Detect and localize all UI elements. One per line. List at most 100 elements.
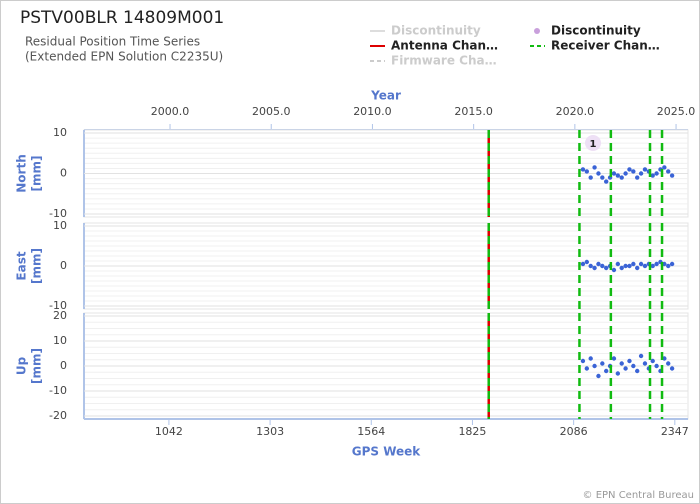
data-point	[604, 179, 609, 184]
data-point	[669, 366, 675, 371]
data-point	[654, 261, 659, 267]
data-point	[584, 169, 590, 174]
x-axis-title: GPS Week	[352, 445, 422, 459]
data-point	[619, 175, 624, 180]
y-tick-label: 20	[53, 309, 67, 322]
data-point	[592, 363, 597, 369]
y-axis-title: [mm]	[30, 248, 44, 284]
data-point	[600, 361, 605, 366]
data-point	[580, 261, 586, 267]
data-point	[631, 363, 636, 369]
legend-label: Antenna Chan…	[391, 39, 498, 53]
copyright: © EPN Central Bureau	[583, 490, 694, 501]
data-point	[635, 368, 640, 374]
x2-tick-label: 2010.0	[353, 105, 392, 118]
legend-label: Receiver Chan…	[551, 39, 660, 53]
data-point	[584, 366, 590, 371]
y-axis-title: East	[15, 251, 29, 280]
x2-axis-title: Year	[370, 89, 401, 103]
data-point	[666, 169, 671, 174]
x2-tick-label: 2015.0	[454, 105, 493, 118]
data-point	[666, 361, 671, 366]
y-tick-label: 0	[60, 359, 67, 372]
data-point	[615, 173, 621, 178]
data-point	[584, 259, 590, 265]
legend-label: Discontinuity	[391, 24, 481, 38]
data-point	[596, 261, 601, 267]
data-point	[650, 263, 655, 269]
data-point	[627, 358, 632, 364]
data-point	[638, 171, 644, 176]
discontinuity-marker	[585, 135, 602, 151]
y-tick-label: -10	[49, 299, 67, 312]
data-point	[588, 356, 593, 361]
discontinuity-label: 1	[590, 139, 597, 150]
data-point	[642, 263, 648, 269]
data-point	[604, 265, 609, 271]
data-point	[611, 356, 617, 361]
data-point	[635, 265, 640, 271]
y-axis-title: [mm]	[30, 156, 44, 192]
y-tick-label: 10	[53, 126, 67, 139]
data-point	[623, 171, 628, 176]
x-tick-label: 1042	[155, 425, 183, 438]
y-tick-label: -10	[49, 384, 67, 397]
data-point	[600, 263, 605, 269]
data-point	[631, 169, 636, 174]
data-point	[635, 175, 640, 180]
y-tick-label: 10	[53, 219, 67, 232]
x-tick-label: 1825	[458, 425, 486, 438]
data-point	[662, 165, 667, 170]
data-point	[611, 171, 617, 176]
data-point	[592, 265, 597, 271]
data-point	[623, 366, 628, 371]
data-point	[650, 358, 655, 364]
subtitle: Residual Position Time Series	[25, 35, 200, 49]
y-tick-label: 10	[53, 334, 67, 347]
y-tick-label: -10	[49, 207, 67, 220]
legend-label: Discontinuity	[551, 24, 641, 38]
data-point	[650, 173, 655, 178]
data-point	[611, 267, 617, 273]
x2-tick-label: 2005.0	[252, 105, 291, 118]
x-tick-label: 2086	[560, 425, 588, 438]
y-axis-title: [mm]	[30, 348, 44, 384]
x2-tick-label: 2000.0	[151, 105, 190, 118]
data-point	[615, 261, 621, 267]
data-point	[619, 361, 624, 366]
y-axis-title: North	[15, 154, 29, 192]
x2-tick-label: 2025.0	[657, 105, 696, 118]
subtitle: (Extended EPN Solution C2235U)	[25, 50, 223, 64]
y-tick-label: -20	[49, 409, 67, 422]
data-point	[615, 371, 621, 376]
x2-tick-label: 2020.0	[556, 105, 595, 118]
data-point	[638, 261, 644, 267]
data-point	[654, 171, 659, 176]
data-point	[604, 368, 609, 374]
data-point	[588, 263, 593, 269]
chart-title: PSTV00BLR 14809M001	[20, 8, 224, 28]
y-axis-title: Up	[15, 356, 29, 375]
data-point	[580, 167, 586, 172]
data-point	[596, 171, 601, 176]
x-tick-label: 2347	[661, 425, 689, 438]
data-point	[654, 363, 659, 369]
data-point	[669, 173, 675, 178]
data-point	[623, 263, 628, 269]
legend-label: Firmware Cha…	[391, 54, 497, 68]
data-point	[627, 167, 632, 172]
data-point	[642, 361, 648, 366]
data-point	[592, 165, 597, 170]
y-tick-label: 0	[60, 167, 67, 180]
legend-symbol	[534, 28, 540, 34]
data-point	[600, 175, 605, 180]
data-point	[669, 261, 675, 267]
data-point	[666, 263, 671, 269]
data-point	[627, 263, 632, 269]
data-point	[596, 373, 601, 379]
y-tick-label: 0	[60, 259, 67, 272]
x-tick-label: 1564	[357, 425, 385, 438]
data-point	[619, 265, 624, 271]
data-point	[588, 175, 593, 180]
